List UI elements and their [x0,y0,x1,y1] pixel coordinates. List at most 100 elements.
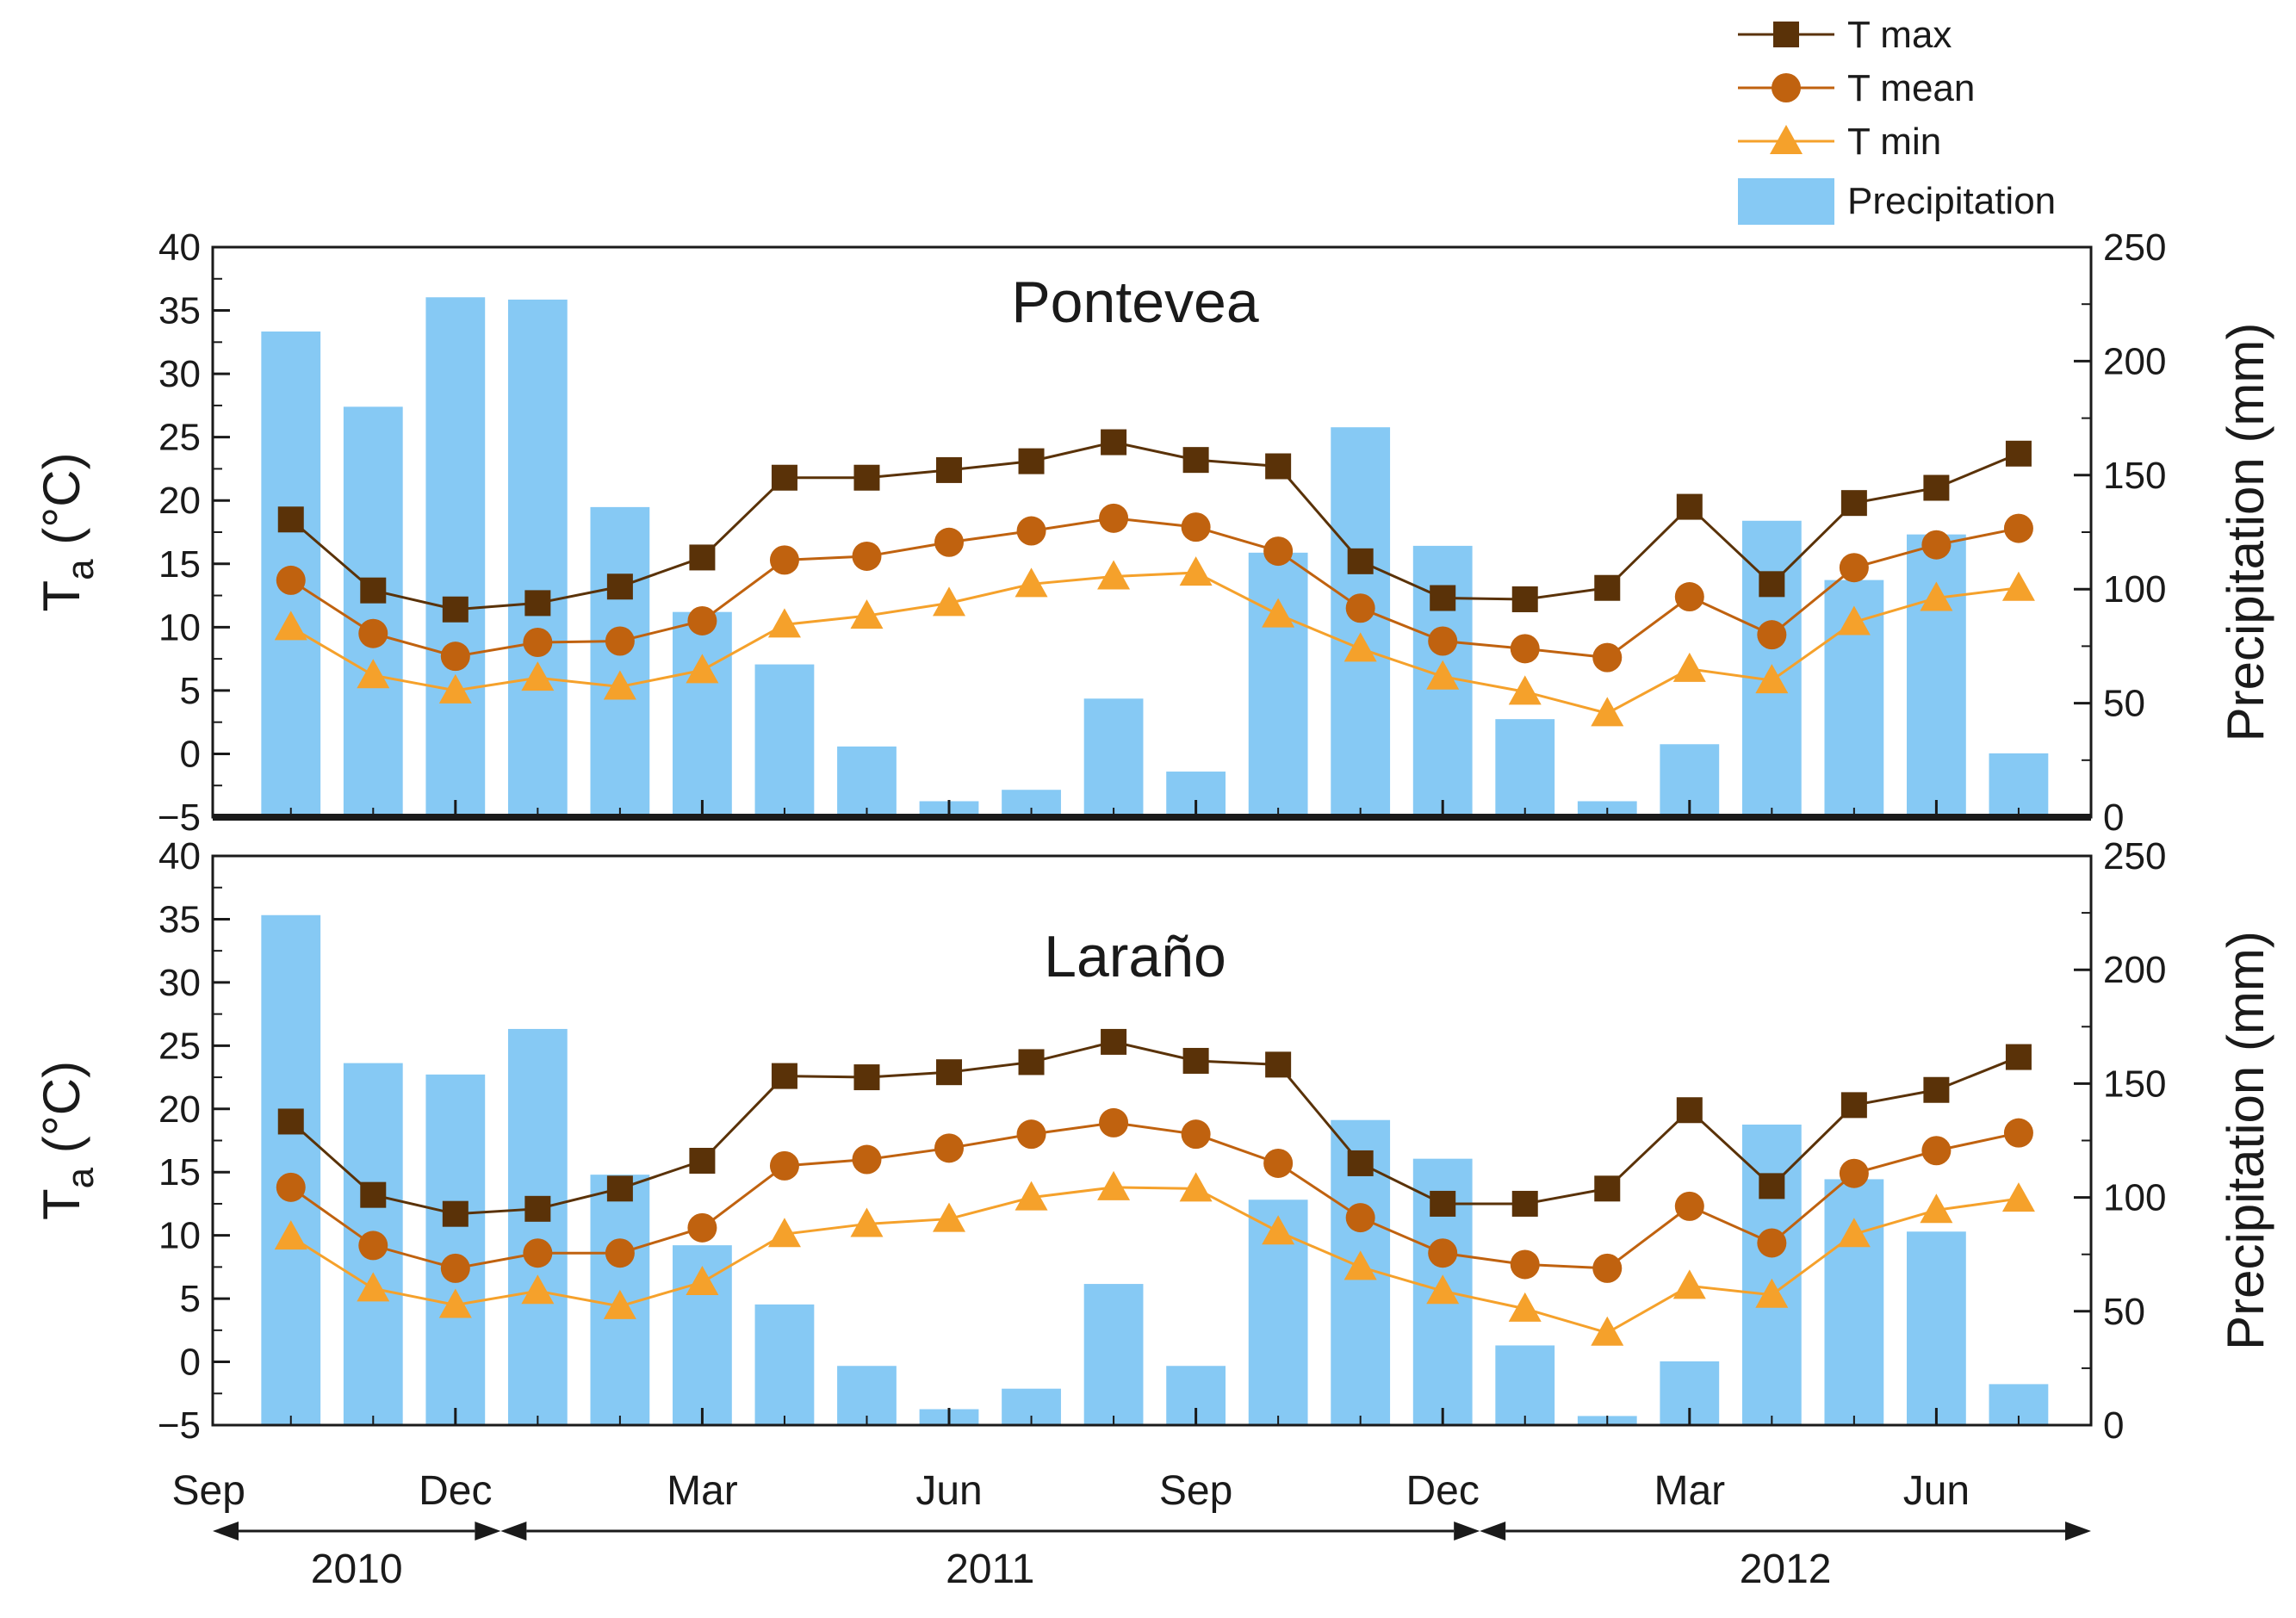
data-point [1347,548,1374,574]
data-point [1591,697,1624,727]
x-tick-label: Jun [915,1468,982,1514]
precipitation-bar [673,611,732,817]
data-point [936,456,963,483]
data-point [1676,493,1703,520]
right-axis-label: Precipitation (mm) [2217,931,2274,1350]
y2-tick-label: 200 [2103,340,2166,382]
data-point [1426,660,1460,690]
precipitation-bar [590,506,650,817]
data-point [605,1238,635,1268]
precipitation-bar [1248,552,1308,817]
data-point [606,1175,633,1202]
legend-item-t-max: T max [1738,14,1952,56]
right-y-axis: 0 50 100 150 200 250 [2074,226,2166,839]
series-line [289,1186,2020,1335]
year-label: 2012 [1740,1547,1832,1592]
left-y-axis: −5 0 5 10 15 20 25 30 35 40 [158,835,230,1447]
data-point [440,1253,470,1283]
left-y-axis: −5 0 5 10 15 20 25 30 35 40 [158,226,230,839]
axis-label-main: T [33,1188,90,1220]
y-tick-label: 40 [158,835,201,877]
y-tick-label: −5 [158,797,201,839]
chart-panel-larano: −5 0 5 10 15 20 25 30 35 40 0 50 100 150 200 250 Laraño T… [33,835,2274,1447]
axis-label-main: T [33,580,90,612]
data-point [767,1218,801,1248]
data-point [1676,1097,1703,1124]
data-point [1016,516,1046,546]
data-point [2001,1182,2035,1212]
data-point [1101,1028,1127,1055]
series-t-min [274,556,2035,727]
data-point [1018,448,1045,474]
data-point [933,1202,966,1232]
data-point [521,1274,555,1305]
data-point [358,1231,388,1261]
data-point [1099,503,1129,533]
data-point [1508,1292,1542,1322]
precipitation-bar [507,299,568,817]
x-axis-ticks [289,1408,2020,1425]
data-point [1757,1228,1787,1258]
data-point [1343,1250,1377,1280]
y-tick-label: 25 [158,417,201,459]
data-point [1508,675,1542,705]
data-point [1674,582,1704,612]
legend-marker [1772,73,1801,102]
y-tick-label: 10 [158,606,201,648]
data-point [360,1181,387,1208]
year-arrows: 2010 2011 2012 [213,1522,2091,1592]
data-point [1097,1170,1131,1200]
legend-label: T mean [1847,67,1975,109]
data-point [1592,642,1623,673]
data-point [1755,1278,1789,1308]
x-tick-label: Dec [1406,1468,1480,1514]
legend-item-precipitation: Precipitation [1738,178,2056,225]
data-point [1759,571,1785,598]
legend-label: T max [1847,14,1952,56]
precipitation-bar [1907,1231,1966,1425]
data-point [2005,440,2032,467]
precipitation-bar [425,1074,486,1425]
y-tick-label: 0 [180,733,201,775]
data-point [1265,1051,1292,1078]
year-span-2012: 2012 [1480,1522,2091,1592]
data-point [1839,553,1869,583]
data-point [1097,560,1131,590]
data-point [1016,1119,1046,1150]
year-label: 2010 [311,1547,403,1592]
right-axis-label: Precipitation (mm) [2217,323,2274,742]
data-point [605,626,635,656]
data-point [360,577,387,604]
data-point [852,1144,882,1175]
arrow-head-right [475,1522,501,1541]
x-tick-label: Jun [1903,1468,1970,1514]
y-tick-label: 30 [158,962,201,1004]
y-tick-label: 35 [158,290,201,332]
data-point [1345,1203,1375,1233]
data-point [686,654,719,684]
y2-tick-label: 150 [2103,1063,2166,1105]
y2-tick-label: 100 [2103,568,2166,611]
year-span-2011: 2011 [500,1522,1480,1592]
precipitation-bar [1741,1124,1802,1425]
data-point [933,586,966,617]
data-point [603,670,636,700]
data-point [850,1207,884,1237]
data-point [524,590,551,617]
data-point [1923,1076,1950,1103]
series-t-min [274,1170,2035,1346]
data-point [1921,530,1952,560]
data-point [1840,490,1867,517]
series-line [289,441,2020,611]
right-y-axis: 0 50 100 150 200 250 [2074,835,2166,1447]
year-span-2010: 2010 [213,1522,501,1592]
data-point [438,1288,472,1318]
x-tick-label: Mar [1654,1468,1725,1514]
y-tick-label: 5 [180,670,201,712]
data-point [852,541,882,571]
series-line [289,517,2020,660]
data-point [686,1266,719,1296]
precipitation-bars [261,914,2049,1425]
data-point [1428,626,1458,656]
